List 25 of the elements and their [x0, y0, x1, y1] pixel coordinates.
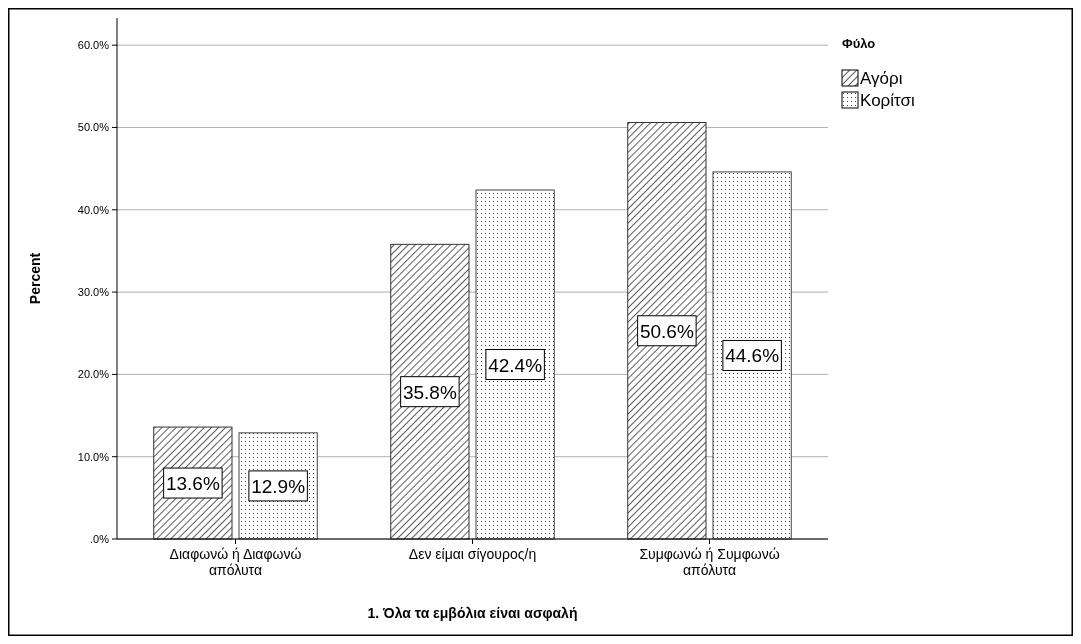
x-tick-label: Δεν είμαι σίγουρος/η: [408, 546, 537, 562]
y-tick-label: .0%: [90, 533, 110, 545]
y-axis-title: Percent: [27, 252, 43, 305]
y-tick-label: 60.0%: [77, 39, 110, 52]
data-label: 12.9%: [251, 475, 306, 497]
legend-label: Αγόρι: [860, 69, 903, 88]
bar: [712, 171, 792, 540]
data-label: 44.6%: [725, 345, 780, 367]
y-tick-label: 40.0%: [77, 203, 110, 216]
x-axis-title: 1. Όλα τα εμβόλια είναι ασφαλή: [367, 605, 578, 621]
y-tick-label: 10.0%: [77, 450, 110, 463]
bar: [390, 243, 470, 540]
y-tick-label: 20.0%: [77, 368, 110, 381]
x-tick-label: Διαφωνώ ή Διαφωνώ απόλυτα: [169, 546, 302, 578]
data-label: 50.6%: [639, 320, 694, 342]
x-tick-label: Συμφωνώ ή Συμφωνώ απόλυτα: [639, 546, 780, 578]
y-tick-label: 30.0%: [77, 286, 110, 299]
bar: [475, 189, 555, 540]
legend-title: Φύλο: [842, 36, 876, 51]
y-tick-label: 50.0%: [77, 121, 110, 134]
data-label: 13.6%: [165, 473, 220, 495]
data-label: 35.8%: [402, 381, 457, 403]
bar: [627, 122, 707, 540]
legend-label: Κορίτσι: [860, 91, 915, 110]
data-label: 42.4%: [488, 354, 543, 376]
